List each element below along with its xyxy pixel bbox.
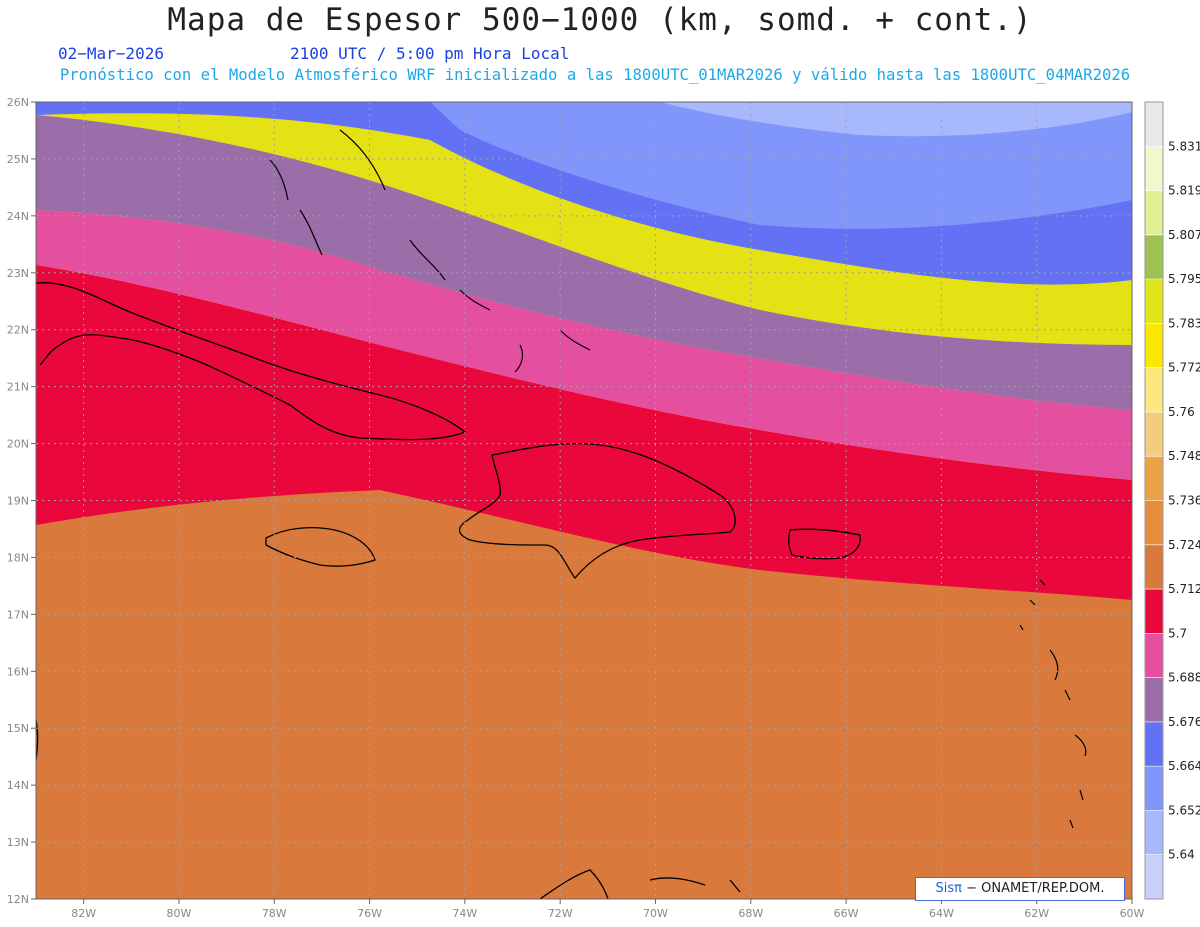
island-bahamas [269, 129, 591, 373]
lat-tick-label: 20N [7, 438, 29, 451]
colorbar-label: 5.724 [1168, 538, 1200, 552]
colorbar-label: 5.712 [1168, 582, 1200, 596]
colorbar-swatch [1145, 544, 1163, 590]
lat-tick-label: 26N [7, 96, 29, 109]
lat-tick-label: 25N [7, 153, 29, 166]
colorbar-label: 5.795 [1168, 272, 1200, 286]
colorbar-label: 5.807 [1168, 228, 1200, 242]
colorbar-label: 5.688 [1168, 671, 1200, 685]
lon-tick-label: 66W [834, 907, 859, 920]
island-hispaniola [458, 442, 736, 580]
lat-tick-label: 12N [7, 893, 29, 906]
lon-tick-label: 62W [1024, 907, 1049, 920]
colorbar-swatch [1145, 102, 1163, 147]
model-description: Pronóstico con el Modelo Atmosférico WRF… [59, 66, 1131, 84]
lon-tick-label: 74W [452, 907, 477, 920]
island-jamaica [265, 526, 376, 567]
colorbar-label: 5.652 [1168, 803, 1200, 817]
band-5700 [36, 210, 1132, 480]
colorbar-label: 5.831 [1168, 139, 1200, 153]
colorbar-swatch [1145, 367, 1163, 413]
latitude-ticks: 12N 13N 14N 15N 16N 17N 18N 19N 20N 21N 22N 23N 24N 2… [7, 96, 36, 906]
lat-tick-label: 22N [7, 324, 29, 337]
lat-tick-label: 17N [7, 608, 29, 621]
forecast-time: 2100 UTC / 5:00 pm Hora Local [290, 44, 570, 63]
colorbar-swatch [1145, 633, 1163, 679]
colorbar-label: 5.64 [1168, 848, 1195, 862]
lat-tick-label: 21N [7, 381, 29, 394]
colorbar-label: 5.7 [1168, 626, 1187, 640]
colorbar-label: 5.676 [1168, 715, 1200, 729]
lat-tick-label: 13N [7, 836, 29, 849]
colorbar-label: 5.819 [1168, 184, 1200, 198]
colorbar-label: 5.783 [1168, 316, 1200, 330]
thickness-bands [36, 102, 1132, 899]
colorbar-swatch [1145, 589, 1163, 634]
colorbar-swatch [1145, 411, 1163, 457]
lat-tick-label: 15N [7, 722, 29, 735]
colorbar-label: 5.748 [1168, 449, 1200, 463]
colorbar-label: 5.664 [1168, 759, 1200, 773]
lat-tick-label: 23N [7, 267, 29, 280]
credit-text: − ONAMET/REP.DOM. [961, 881, 1105, 896]
colorbar-swatch [1145, 190, 1163, 236]
band-5688 [36, 115, 1132, 410]
island-lesser-antilles [1019, 579, 1087, 829]
lon-tick-label: 82W [71, 907, 96, 920]
lat-tick-label: 16N [7, 665, 29, 678]
colorbar-swatch [1145, 766, 1163, 811]
lon-tick-label: 80W [167, 907, 192, 920]
colorbar-swatch [1145, 279, 1163, 324]
band-5712 [36, 265, 1132, 600]
colorbar-swatch [1145, 677, 1163, 723]
lat-tick-label: 14N [7, 779, 29, 792]
colorbar-swatch [1145, 810, 1163, 856]
colorbar-swatch [1145, 146, 1163, 192]
lat-tick-label: 18N [7, 551, 29, 564]
lon-tick-label: 76W [357, 907, 382, 920]
colorbar-swatch [1145, 456, 1163, 501]
lon-tick-label: 60W [1120, 907, 1145, 920]
longitude-ticks: 82W 80W 78W 76W 74W 72W 70W 68W 66W 64W 62W 60W [71, 899, 1145, 920]
graticule [36, 101, 1133, 900]
colorbar-swatch [1145, 323, 1163, 369]
forecast-date: 02−Mar−2026 [58, 44, 164, 63]
island-puerto-rico [788, 528, 861, 560]
lat-tick-label: 19N [7, 495, 29, 508]
credit-box: Sisπ − ONAMET/REP.DOM. [915, 877, 1125, 901]
lon-tick-label: 64W [929, 907, 954, 920]
lon-tick-label: 72W [548, 907, 573, 920]
colorbar-swatch [1145, 721, 1163, 767]
colorbar-label: 5.736 [1168, 494, 1200, 508]
sispi-logo: Sisπ [935, 881, 962, 896]
map-title: Mapa de Espesor 500−1000 (km, somd. + co… [167, 2, 1033, 38]
lon-tick-label: 68W [738, 907, 763, 920]
band-5652 [660, 102, 1132, 137]
lon-tick-label: 70W [643, 907, 668, 920]
colorbar-label: 5.76 [1168, 405, 1195, 419]
lon-tick-label: 78W [262, 907, 287, 920]
colorbar-swatch [1145, 234, 1163, 280]
coast-south-america [539, 869, 741, 899]
island-cuba [36, 282, 467, 441]
colorbar: 5.64 5.652 5.664 5.676 5.688 5.7 5.712 5.724 5.7… [1144, 101, 1200, 900]
lat-tick-label: 24N [7, 210, 29, 223]
colorbar-swatch [1145, 500, 1163, 546]
colorbar-label: 5.772 [1168, 361, 1200, 375]
colorbar-swatch [1145, 854, 1163, 900]
